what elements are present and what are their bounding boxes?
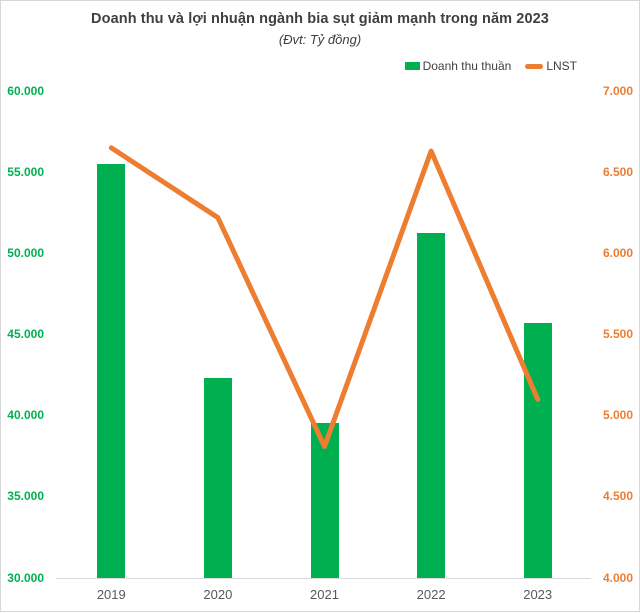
y-axis-right-tick: 6.000	[603, 245, 634, 260]
y-axis-right-tick: 4.500	[603, 489, 634, 504]
legend-item-lnst: LNST	[525, 59, 577, 73]
x-axis-label-2020: 2020	[203, 587, 233, 602]
chart-title: Doanh thu và lợi nhuận ngành bia sụt giả…	[91, 11, 549, 27]
legend-label-doanh-thu-thuan: Doanh thu thuần	[422, 59, 512, 73]
x-axis-label-2021: 2021	[310, 587, 339, 602]
bar-2020	[203, 378, 232, 578]
x-axis-label-2019: 2019	[96, 587, 126, 602]
lnst-line	[108, 145, 541, 450]
y-axis-right-tick: 5.000	[603, 408, 634, 423]
bar-series-swatch-icon	[404, 62, 420, 70]
x-axis-label-2023: 2023	[523, 587, 553, 602]
y-axis-left-tick: 30.000	[7, 570, 44, 585]
line-series-swatch-icon	[525, 63, 544, 69]
y-axis-left-tick: 35.000	[7, 489, 44, 504]
y-axis-left-tick: 50.000	[7, 245, 44, 260]
x-axis-label-2022: 2022	[416, 587, 446, 602]
x-axis-line	[56, 578, 591, 579]
bar-2023	[523, 323, 552, 578]
legend: Doanh thu thuần LNST	[404, 59, 577, 73]
y-axis-left-tick: 60.000	[7, 83, 44, 98]
y-axis-right-tick: 5.500	[603, 327, 634, 341]
legend-label-lnst: LNST	[546, 59, 577, 73]
y-axis-right-tick: 7.000	[603, 83, 634, 98]
y-axis-right-tick: 6.500	[603, 164, 634, 179]
y-axis-right-tick: 4.000	[603, 570, 634, 585]
bar-2022	[417, 232, 446, 578]
y-axis-left-tick: 45.000	[7, 327, 44, 341]
bar-2019	[97, 164, 126, 578]
legend-item-doanh-thu-thuan: Doanh thu thuần	[404, 59, 512, 73]
bar-2021	[310, 422, 339, 578]
y-axis-left-tick: 55.000	[7, 164, 44, 179]
chart-subtitle: (Đvt: Tỷ đồng)	[278, 32, 362, 47]
y-axis-left-tick: 40.000	[7, 408, 44, 423]
